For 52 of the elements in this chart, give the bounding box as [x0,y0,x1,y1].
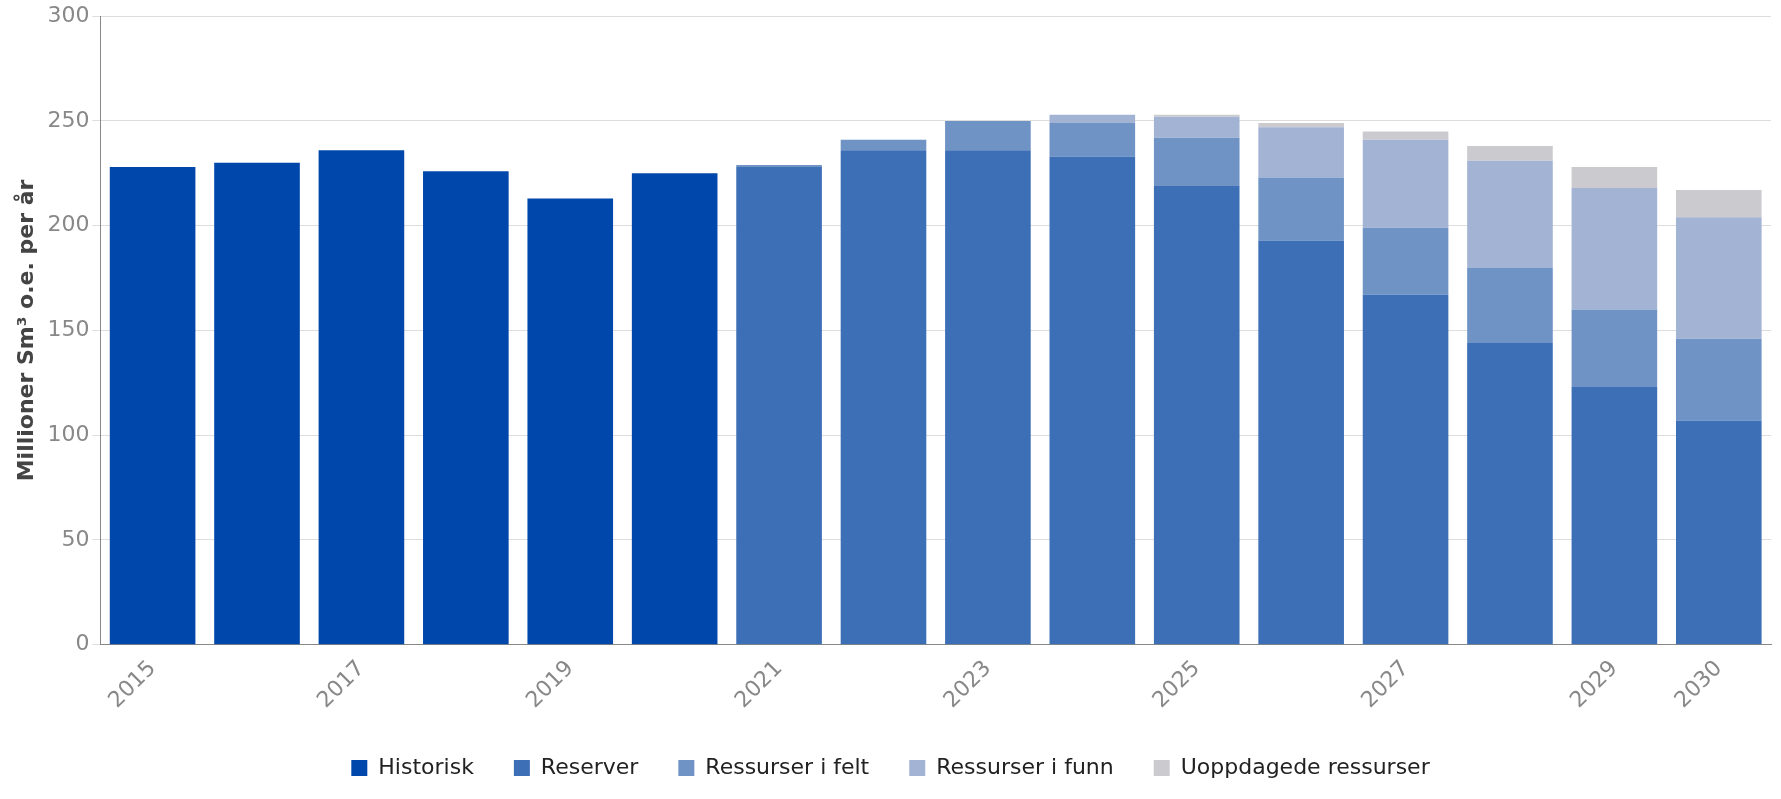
bar [1258,123,1344,128]
bar [1153,114,1240,117]
bar [1049,114,1136,124]
bar [1362,131,1449,140]
legend-label: Ressurser i felt [705,753,870,779]
bar [318,150,405,645]
bar [1571,309,1658,388]
bar [1675,338,1762,421]
y-tick-label: 50 [61,525,90,551]
bar [840,139,927,151]
bar [1153,185,1240,645]
y-tick-label: 150 [47,316,90,342]
bar [945,150,1031,645]
bar [945,120,1031,151]
y-tick-label: 250 [47,106,90,132]
bar [631,173,718,645]
legend-label: Reserver [540,753,640,779]
bar [214,162,300,645]
bar [736,164,822,168]
bar [1258,240,1344,645]
bar [1049,156,1136,645]
bar [1467,160,1553,268]
bar [109,167,196,645]
bar [1571,188,1658,310]
bar [1258,127,1344,178]
legend-label: Historisk [378,753,475,779]
bar [1675,420,1762,645]
y-tick-label: 100 [47,420,90,446]
y-axis-title: Millioner Sm³ o.e. per år [12,179,38,482]
bar [1362,139,1449,228]
bar [736,167,822,645]
bar [423,171,509,645]
bar [840,150,927,645]
bar [1675,190,1762,218]
y-tick-label: 200 [47,211,90,237]
bar [527,198,614,645]
bar [1675,217,1762,339]
bar [1049,123,1136,157]
legend-label: Uoppdagede ressurser [1180,753,1431,779]
bar [1153,137,1240,186]
bar [1467,267,1553,344]
bar [1362,227,1449,295]
bar [1467,146,1553,161]
legend-label: Ressurser i funn [936,753,1114,779]
y-tick-label: 300 [47,1,90,27]
y-tick-label: 0 [75,630,90,656]
bar [1571,387,1658,645]
bar [1258,177,1344,241]
bar [1571,167,1658,188]
bar [1362,294,1449,645]
bar [1153,116,1240,138]
bar [1467,343,1553,645]
